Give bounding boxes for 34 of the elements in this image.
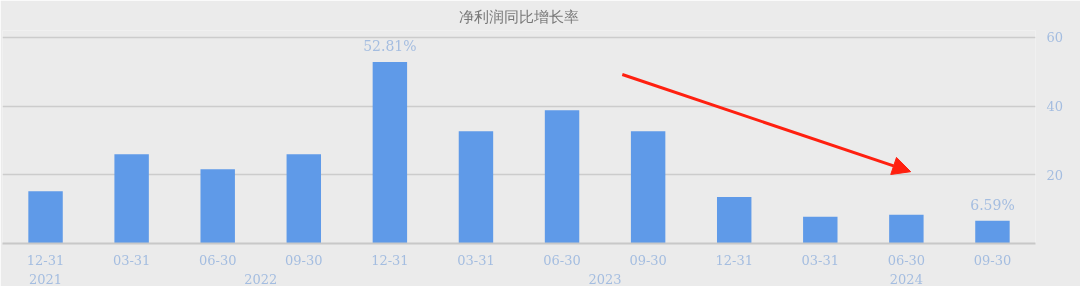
y-tick-label: 20 (1046, 167, 1064, 183)
chart-title: 净利润同比增长率 (459, 7, 579, 26)
x-tick-label: 09-30 (285, 252, 323, 268)
x-tick-label: 06-30 (198, 252, 237, 268)
bar (28, 191, 63, 244)
x-tick-label: 03-31 (112, 252, 151, 268)
bar (889, 214, 924, 244)
data-label: 6.59% (970, 196, 1015, 213)
bar (716, 197, 752, 244)
bar (975, 220, 1010, 244)
data-label: 52.81% (363, 38, 417, 55)
x-tick-label: 03-31 (457, 252, 495, 268)
y-tick-label: 40 (1046, 99, 1064, 115)
x-tick-label: 12-31 (26, 252, 65, 268)
bar (544, 110, 580, 244)
text: 2024 (889, 271, 923, 286)
x-tick-label: 06-30 (887, 252, 926, 268)
x-tick-label: 12-31 (715, 252, 753, 268)
x-tick-label: 09-30 (973, 252, 1012, 268)
bar (286, 154, 322, 244)
bar (803, 216, 838, 244)
y-tick-label: 60 (1046, 30, 1064, 46)
bar (458, 131, 494, 244)
text: 2023 (588, 271, 622, 286)
bar (630, 131, 666, 244)
x-tick-label: 06-30 (543, 252, 581, 268)
bar (372, 62, 408, 244)
bar (114, 154, 149, 244)
x-tick-label: 12-31 (371, 252, 409, 268)
text: 2021 (29, 271, 63, 286)
text: 2022 (244, 271, 278, 286)
x-tick-label: 03-31 (801, 252, 840, 268)
bar (200, 169, 235, 244)
x-tick-label: 09-30 (629, 252, 667, 268)
